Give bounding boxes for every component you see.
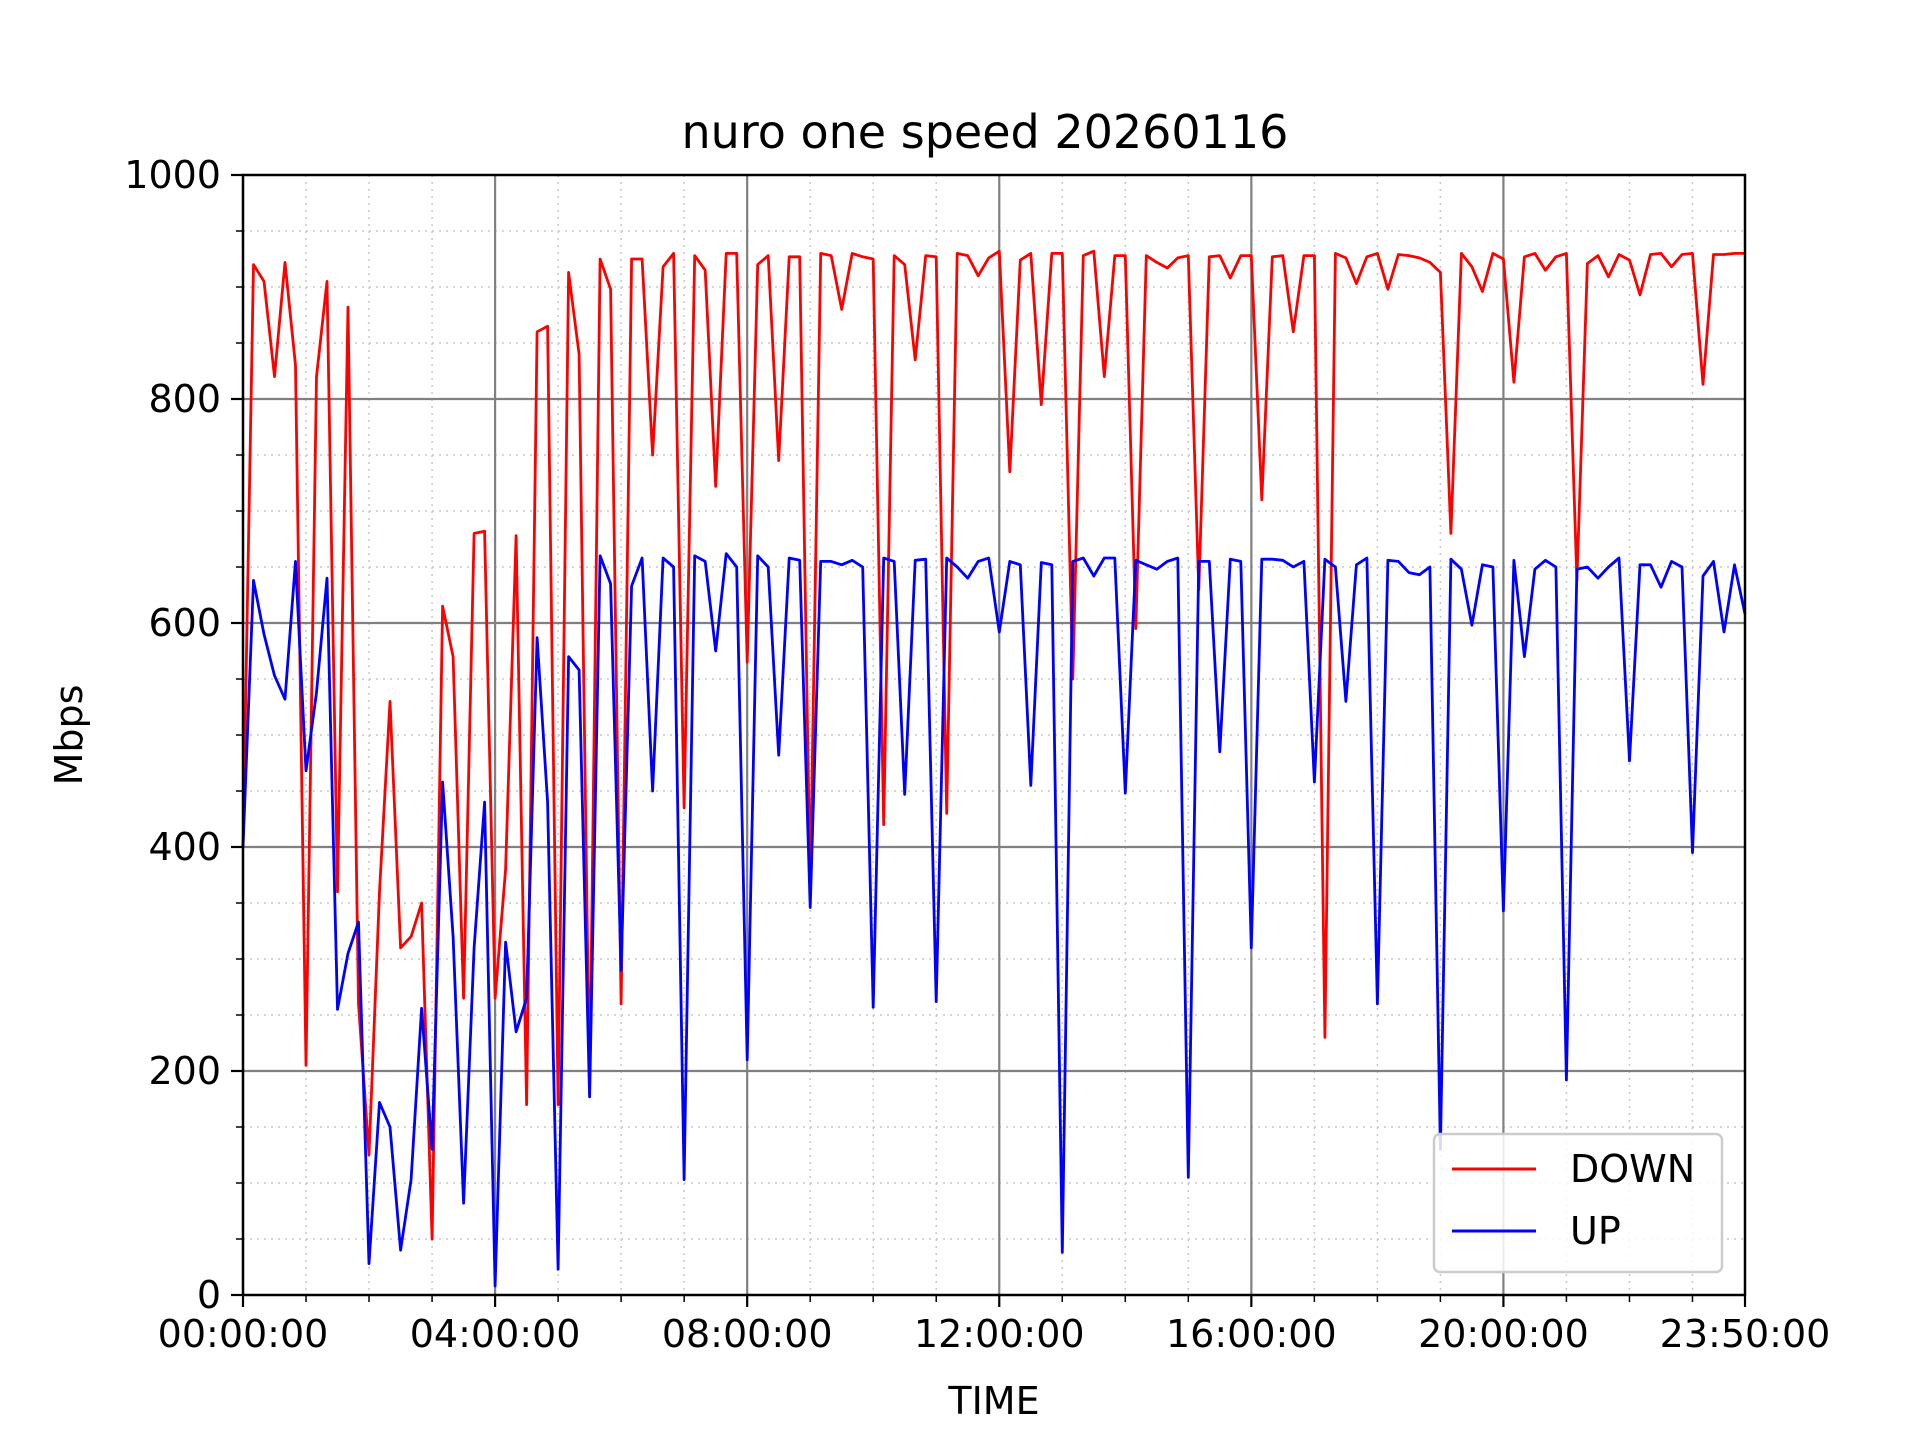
axis-ticks <box>231 173 1747 1307</box>
y-tick-labels: 0 200 400 600 800 1000 <box>124 153 221 1317</box>
series-lines <box>241 249 1747 1288</box>
x-tick-label: 12:00:00 <box>914 1312 1085 1356</box>
y-tick-label: 1000 <box>124 153 221 197</box>
x-tick-labels: 00:00:00 04:00:00 08:00:00 12:00:00 16:00:00… <box>158 1312 1831 1356</box>
y-tick-label: 200 <box>148 1049 221 1093</box>
plot-background <box>243 175 1745 1295</box>
chart-title: nuro one speed 20260116 <box>682 105 1289 159</box>
legend-label-down: DOWN <box>1570 1147 1695 1191</box>
x-axis-label: TIME <box>947 1379 1039 1423</box>
x-tick-label: 00:00:00 <box>158 1312 329 1356</box>
y-tick-label: 600 <box>148 601 221 645</box>
x-tick-label: 08:00:00 <box>662 1312 833 1356</box>
x-tick-label: 23:50:00 <box>1660 1312 1831 1356</box>
y-tick-label: 800 <box>148 377 221 421</box>
series-line-down <box>241 249 1745 1241</box>
legend: DOWN UP <box>1432 1132 1724 1274</box>
major-grid <box>243 175 1745 1295</box>
series-line-up <box>241 552 1747 1288</box>
x-tick-label: 04:00:00 <box>410 1312 581 1356</box>
x-tick-label: 16:00:00 <box>1166 1312 1337 1356</box>
y-tick-label: 400 <box>148 825 221 869</box>
legend-label-up: UP <box>1570 1209 1621 1253</box>
y-tick-label: 0 <box>197 1273 221 1317</box>
x-tick-label: 20:00:00 <box>1418 1312 1589 1356</box>
y-axis-label: Mbps <box>47 685 91 786</box>
plot-area <box>231 173 1747 1307</box>
